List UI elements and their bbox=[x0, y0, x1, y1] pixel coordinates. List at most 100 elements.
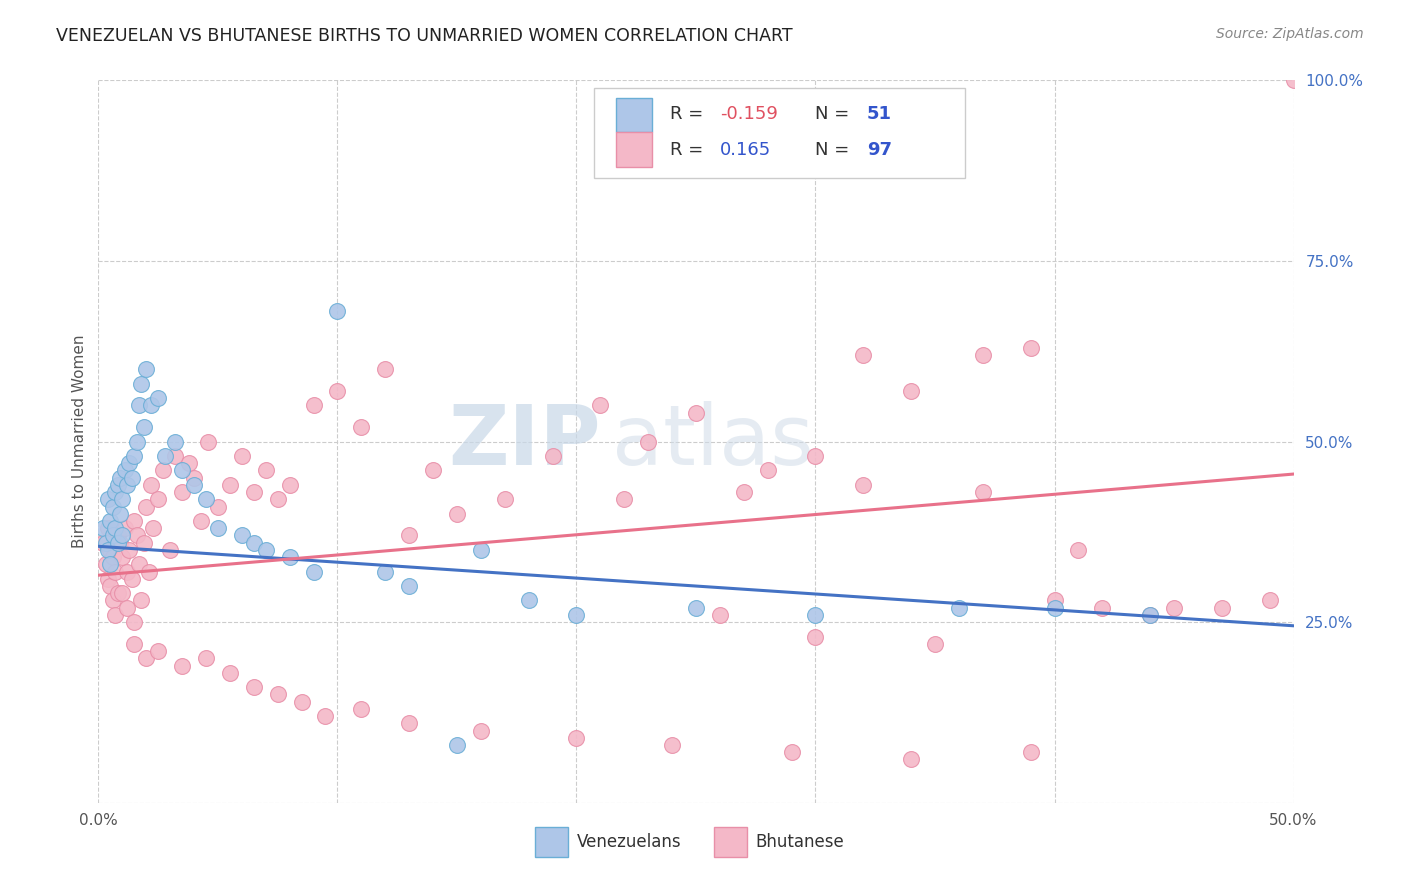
Point bbox=[231, 449, 253, 463]
Point bbox=[804, 630, 827, 644]
Text: R =: R = bbox=[669, 141, 714, 160]
Point bbox=[1019, 341, 1042, 355]
Text: Source: ZipAtlas.com: Source: ZipAtlas.com bbox=[1216, 27, 1364, 41]
Point bbox=[195, 651, 218, 665]
Point bbox=[101, 500, 124, 514]
Point bbox=[152, 463, 174, 477]
Point bbox=[517, 593, 540, 607]
Point bbox=[254, 463, 277, 477]
Point bbox=[131, 376, 153, 391]
Point bbox=[159, 542, 181, 557]
Point bbox=[91, 521, 114, 535]
Point bbox=[97, 521, 120, 535]
Point bbox=[565, 607, 588, 622]
Point bbox=[111, 528, 134, 542]
Point bbox=[135, 651, 157, 665]
Point bbox=[219, 478, 242, 492]
Point bbox=[97, 572, 120, 586]
Point bbox=[685, 406, 707, 420]
Point bbox=[107, 586, 129, 600]
Point bbox=[291, 695, 314, 709]
Point bbox=[1282, 73, 1305, 87]
Point bbox=[148, 492, 170, 507]
Text: N =: N = bbox=[815, 141, 855, 160]
Point bbox=[132, 420, 155, 434]
Point bbox=[1043, 593, 1066, 607]
Point bbox=[565, 731, 588, 745]
Point bbox=[470, 542, 492, 557]
Point bbox=[326, 304, 349, 318]
Point bbox=[470, 723, 492, 738]
Point bbox=[125, 434, 148, 449]
Point bbox=[104, 485, 127, 500]
Point bbox=[172, 485, 194, 500]
Point bbox=[1091, 600, 1114, 615]
Point bbox=[98, 542, 122, 557]
Point bbox=[101, 593, 124, 607]
Point bbox=[446, 738, 468, 752]
Point bbox=[1163, 600, 1185, 615]
Point bbox=[98, 558, 122, 572]
Point bbox=[1067, 542, 1090, 557]
Point bbox=[374, 565, 396, 579]
Point bbox=[108, 470, 131, 484]
Point bbox=[900, 752, 922, 766]
Point bbox=[195, 492, 218, 507]
Text: N =: N = bbox=[815, 105, 855, 123]
Point bbox=[302, 565, 325, 579]
Point bbox=[183, 478, 205, 492]
Point bbox=[94, 558, 117, 572]
Point bbox=[148, 644, 170, 658]
Point bbox=[302, 398, 325, 412]
Point bbox=[115, 565, 138, 579]
Point bbox=[374, 362, 396, 376]
Text: 0.165: 0.165 bbox=[720, 141, 770, 160]
Point bbox=[139, 478, 162, 492]
Point bbox=[108, 535, 131, 549]
Text: VENEZUELAN VS BHUTANESE BIRTHS TO UNMARRIED WOMEN CORRELATION CHART: VENEZUELAN VS BHUTANESE BIRTHS TO UNMARR… bbox=[56, 27, 793, 45]
Text: Bhutanese: Bhutanese bbox=[756, 833, 845, 851]
Point bbox=[804, 607, 827, 622]
Point bbox=[111, 492, 134, 507]
Point bbox=[709, 607, 731, 622]
Point bbox=[398, 579, 420, 593]
Point bbox=[972, 485, 994, 500]
Point bbox=[852, 348, 875, 362]
Point bbox=[254, 542, 277, 557]
Point bbox=[494, 492, 516, 507]
Point bbox=[163, 449, 186, 463]
Point bbox=[613, 492, 636, 507]
Point bbox=[121, 572, 143, 586]
Point bbox=[1211, 600, 1233, 615]
FancyBboxPatch shape bbox=[714, 827, 748, 857]
Point bbox=[91, 535, 114, 549]
Point bbox=[661, 738, 683, 752]
Point bbox=[948, 600, 970, 615]
Point bbox=[243, 485, 266, 500]
Point bbox=[107, 528, 129, 542]
FancyBboxPatch shape bbox=[616, 97, 652, 132]
Point bbox=[132, 535, 155, 549]
Point bbox=[183, 470, 205, 484]
Point bbox=[142, 521, 165, 535]
Y-axis label: Births to Unmarried Women: Births to Unmarried Women bbox=[72, 334, 87, 549]
Point bbox=[98, 579, 122, 593]
Point bbox=[972, 348, 994, 362]
Point bbox=[155, 449, 177, 463]
Point bbox=[118, 542, 141, 557]
Point bbox=[114, 463, 136, 477]
Text: R =: R = bbox=[669, 105, 709, 123]
Point bbox=[1019, 745, 1042, 759]
Point bbox=[589, 398, 612, 412]
Point bbox=[139, 398, 162, 412]
Point bbox=[179, 456, 201, 470]
Point bbox=[243, 680, 266, 694]
Point bbox=[267, 687, 290, 701]
Point bbox=[207, 500, 229, 514]
Point bbox=[118, 456, 141, 470]
Point bbox=[131, 593, 153, 607]
FancyBboxPatch shape bbox=[534, 827, 568, 857]
Point bbox=[121, 470, 143, 484]
Point bbox=[315, 709, 337, 723]
Text: 51: 51 bbox=[868, 105, 891, 123]
